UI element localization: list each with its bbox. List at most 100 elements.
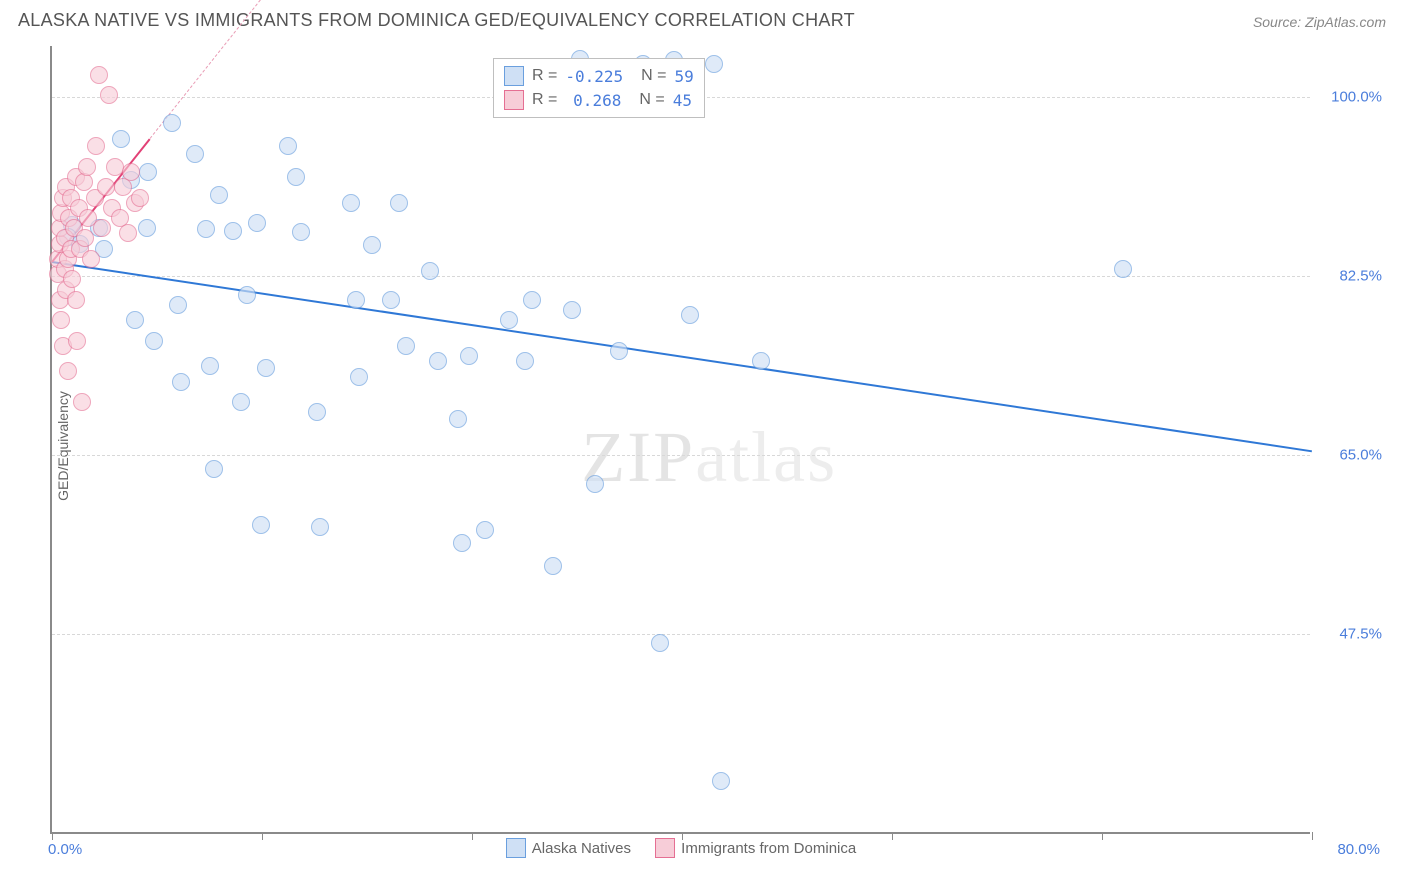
source-label: Source: ZipAtlas.com: [1253, 14, 1386, 30]
data-point: [78, 158, 96, 176]
n-label: N =: [641, 67, 666, 85]
legend-bottom: Alaska Natives Immigrants from Dominica: [52, 838, 1310, 862]
data-point: [257, 359, 275, 377]
x-tick: [682, 832, 683, 840]
data-point: [586, 475, 604, 493]
data-point: [63, 270, 81, 288]
data-point: [287, 168, 305, 186]
data-point: [279, 137, 297, 155]
data-point: [163, 114, 181, 132]
y-tick-label: 82.5%: [1318, 268, 1382, 285]
x-tick: [892, 832, 893, 840]
plot-area: ZIPatlas 0.0% 80.0% Alaska Natives Immig…: [50, 46, 1310, 834]
data-point: [429, 352, 447, 370]
y-tick-label: 47.5%: [1318, 626, 1382, 643]
legend-swatch-1: [506, 838, 526, 858]
data-point: [681, 306, 699, 324]
x-tick: [1102, 832, 1103, 840]
data-point: [347, 291, 365, 309]
data-point: [342, 194, 360, 212]
data-point: [122, 163, 140, 181]
legend-label-2: Immigrants from Dominica: [681, 840, 856, 857]
n-value: 45: [673, 91, 692, 110]
r-value: 0.268: [565, 91, 621, 110]
data-point: [224, 222, 242, 240]
data-point: [68, 332, 86, 350]
data-point: [292, 223, 310, 241]
data-point: [610, 342, 628, 360]
data-point: [449, 410, 467, 428]
data-point: [112, 130, 130, 148]
data-point: [126, 311, 144, 329]
data-point: [476, 521, 494, 539]
data-point: [311, 518, 329, 536]
header: ALASKA NATIVE VS IMMIGRANTS FROM DOMINIC…: [0, 0, 1406, 40]
data-point: [138, 219, 156, 237]
data-point: [1114, 260, 1132, 278]
legend-swatch: [504, 66, 524, 86]
legend-stats-row: R = -0.225 N = 59: [504, 64, 694, 88]
data-point: [52, 311, 70, 329]
legend-item-1: Alaska Natives: [506, 838, 631, 858]
legend-item-2: Immigrants from Dominica: [655, 838, 856, 858]
data-point: [563, 301, 581, 319]
data-point: [90, 66, 108, 84]
data-point: [201, 357, 219, 375]
x-tick: [1312, 832, 1313, 840]
data-point: [100, 86, 118, 104]
data-point: [238, 286, 256, 304]
data-point: [397, 337, 415, 355]
gridline-h: [52, 455, 1310, 456]
legend-stats-row: R = 0.268 N = 45: [504, 88, 694, 112]
data-point: [523, 291, 541, 309]
y-tick-label: 65.0%: [1318, 447, 1382, 464]
data-point: [131, 189, 149, 207]
data-point: [169, 296, 187, 314]
y-tick-label: 100.0%: [1318, 89, 1382, 106]
n-label: N =: [639, 91, 664, 109]
x-tick: [472, 832, 473, 840]
x-max-label: 80.0%: [1320, 841, 1380, 858]
legend-label-1: Alaska Natives: [532, 840, 631, 857]
data-point: [93, 219, 111, 237]
data-point: [752, 352, 770, 370]
data-point: [210, 186, 228, 204]
data-point: [73, 393, 91, 411]
data-point: [139, 163, 157, 181]
data-point: [119, 224, 137, 242]
data-point: [76, 229, 94, 247]
r-label: R =: [532, 67, 557, 85]
legend-stats: R = -0.225 N = 59 R = 0.268 N = 45: [493, 58, 705, 118]
data-point: [363, 236, 381, 254]
data-point: [145, 332, 163, 350]
data-point: [197, 220, 215, 238]
x-tick: [262, 832, 263, 840]
data-point: [500, 311, 518, 329]
data-point: [205, 460, 223, 478]
data-point: [97, 178, 115, 196]
data-point: [232, 393, 250, 411]
x-tick: [52, 832, 53, 840]
gridline-h: [52, 634, 1310, 635]
data-point: [705, 55, 723, 73]
data-point: [114, 178, 132, 196]
r-value: -0.225: [565, 67, 623, 86]
r-label: R =: [532, 91, 557, 109]
chart-title: ALASKA NATIVE VS IMMIGRANTS FROM DOMINIC…: [18, 10, 855, 30]
data-point: [308, 403, 326, 421]
data-point: [172, 373, 190, 391]
n-value: 59: [674, 67, 693, 86]
data-point: [87, 137, 105, 155]
data-point: [390, 194, 408, 212]
legend-swatch-2: [655, 838, 675, 858]
data-point: [82, 250, 100, 268]
legend-swatch: [504, 90, 524, 110]
data-point: [460, 347, 478, 365]
data-point: [67, 291, 85, 309]
data-point: [186, 145, 204, 163]
data-point: [59, 362, 77, 380]
data-point: [651, 634, 669, 652]
data-point: [350, 368, 368, 386]
data-point: [421, 262, 439, 280]
data-point: [382, 291, 400, 309]
